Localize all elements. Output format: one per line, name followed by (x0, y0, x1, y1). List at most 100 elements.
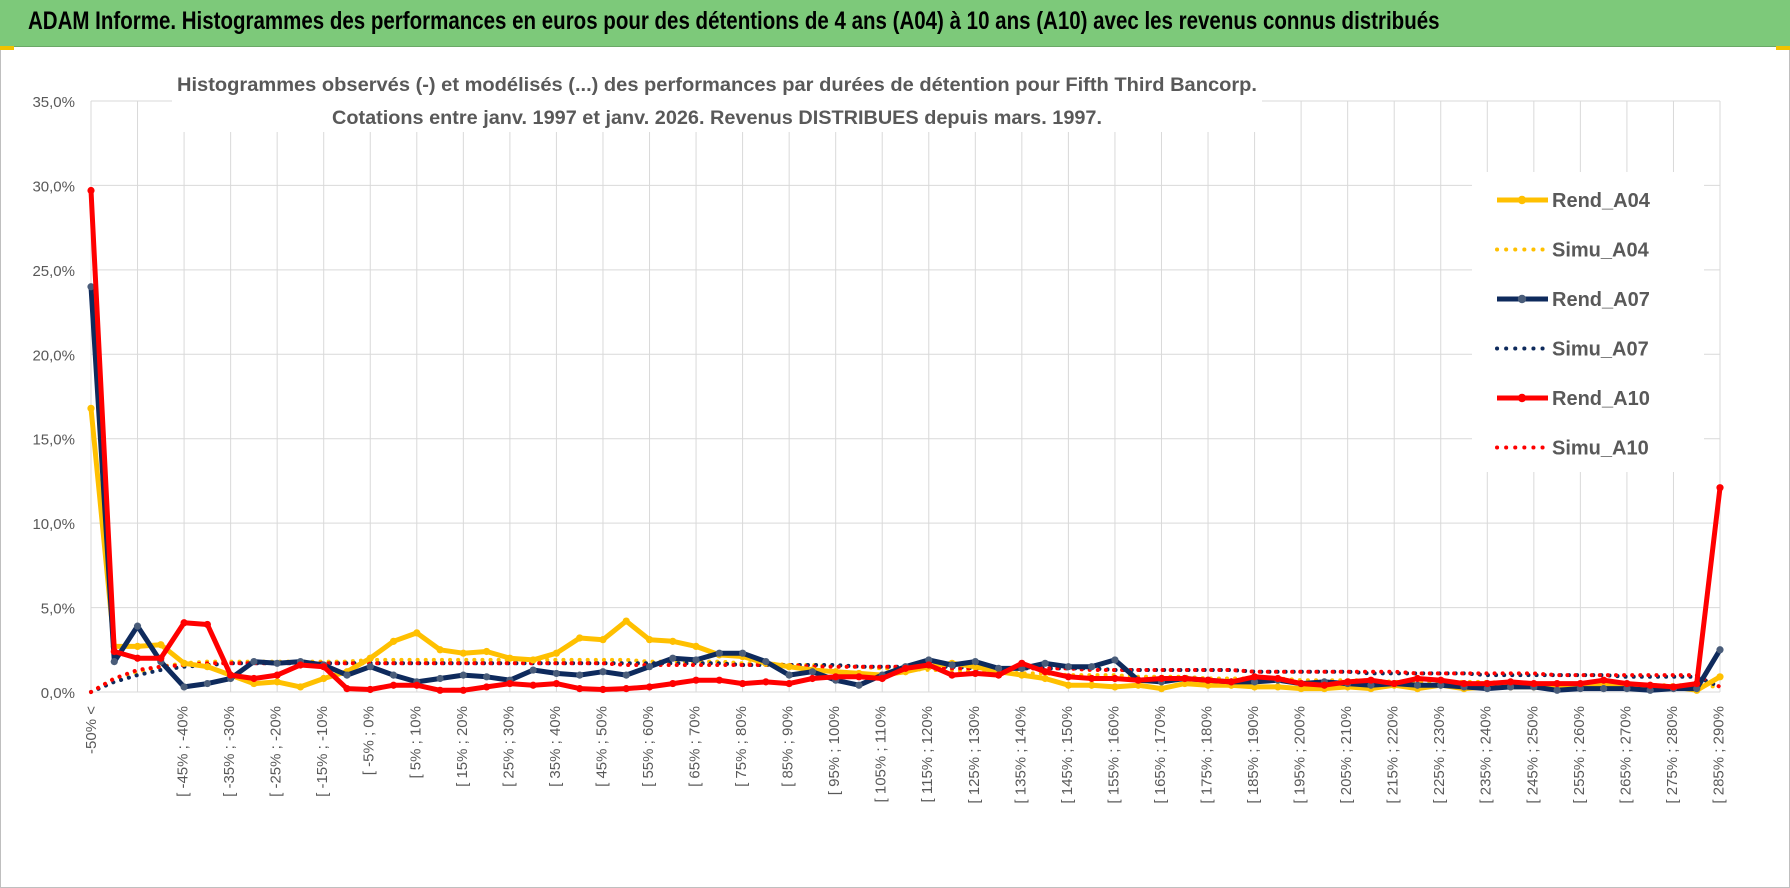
data-point (133, 622, 142, 630)
data-point (1320, 681, 1328, 689)
data-point (436, 686, 444, 694)
data-point (645, 636, 654, 644)
data-point (436, 674, 444, 683)
data-point (692, 642, 700, 651)
data-point (1064, 681, 1072, 689)
x-tick-label: [ -15% ; -10% (314, 706, 331, 797)
data-point (1274, 683, 1282, 691)
legend-marker (1517, 393, 1527, 403)
data-point (203, 620, 211, 629)
data-point (1064, 673, 1072, 681)
data-point (529, 666, 537, 674)
data-point (1600, 685, 1608, 693)
data-point (180, 619, 188, 627)
data-point (576, 671, 584, 679)
data-point (739, 649, 747, 657)
chart-title-line1: Histogrammes observés (-) et modélisés (… (177, 74, 1257, 96)
data-point (1111, 683, 1119, 691)
data-point (1250, 683, 1259, 691)
data-point (1157, 674, 1166, 683)
x-tick-label: [ 105% ; 110% (873, 706, 890, 802)
data-point (1088, 663, 1096, 671)
data-point (1018, 671, 1026, 679)
data-point (855, 673, 863, 681)
data-point (506, 654, 514, 662)
data-point (994, 671, 1003, 679)
data-point (157, 654, 165, 662)
gridlines (90, 100, 1721, 693)
data-point (389, 671, 398, 679)
data-point (1716, 646, 1724, 654)
data-point (669, 679, 677, 688)
data-point (250, 674, 258, 683)
y-axis: 0,0% 5,0% 10,0% 15,0% 20,0% 25,0% 30,0% 35,0% (32, 94, 75, 702)
data-point (413, 629, 421, 637)
x-tick-label: [ 85% ; 90% (780, 706, 797, 787)
x-tick-label: [ 185% ; 190% (1245, 706, 1262, 804)
chart-title-line2: Cotations entre janv. 1997 et janv. 2026… (332, 107, 1102, 129)
data-point (1483, 679, 1491, 688)
data-point (1716, 484, 1724, 492)
y-tick-label: 0,0% (41, 685, 75, 702)
data-point (622, 685, 630, 693)
data-point (1623, 679, 1631, 688)
data-point (808, 668, 817, 676)
data-point (459, 671, 467, 679)
x-tick-label: [ 75% ; 80% (733, 706, 750, 787)
data-point (808, 674, 817, 683)
data-point (227, 671, 235, 679)
data-point (715, 676, 723, 684)
data-point (1367, 676, 1375, 684)
x-tick-label: [ 275% ; 280% (1664, 706, 1681, 804)
data-point (1646, 681, 1654, 689)
x-tick-label: [ 155% ; 160% (1105, 706, 1122, 804)
data-point (1646, 686, 1654, 694)
legend-marker (1517, 195, 1527, 205)
x-tick-label: -50% < (83, 706, 100, 754)
data-point (459, 686, 467, 694)
data-point (1134, 681, 1142, 689)
legend-background (1472, 172, 1704, 472)
data-point (483, 683, 491, 691)
data-point (436, 646, 444, 654)
y-tick-label: 5,0% (41, 601, 75, 618)
data-point (343, 685, 351, 693)
data-point (273, 671, 281, 679)
data-point (832, 668, 840, 676)
legend-label: Rend_A07 (1552, 289, 1650, 311)
data-point (110, 647, 118, 656)
legend-label: Rend_A10 (1552, 388, 1650, 410)
data-point (1064, 663, 1072, 671)
data-point (1041, 674, 1049, 683)
data-point (1693, 679, 1701, 688)
data-point (1623, 685, 1631, 693)
x-tick-label: [ -25% ; -20% (268, 706, 285, 797)
data-point (1088, 681, 1096, 689)
data-point (1669, 683, 1678, 691)
data-point (343, 671, 351, 679)
data-point (1390, 679, 1398, 688)
data-point (320, 663, 328, 671)
data-point (576, 685, 584, 693)
data-point (389, 681, 398, 689)
x-axis: -50% < [ -45% ; -40% [ -35% ; -30% [ -25% ;… (83, 706, 1727, 804)
data-point (250, 658, 258, 666)
data-point (599, 636, 607, 644)
data-point (785, 671, 793, 679)
data-point (180, 683, 188, 691)
data-point (1250, 673, 1259, 681)
x-tick-label: [ 65% ; 70% (687, 706, 704, 787)
data-point (832, 673, 840, 681)
y-tick-label: 20,0% (32, 347, 75, 364)
data-point (669, 637, 677, 645)
data-point (366, 685, 374, 694)
data-point (320, 674, 328, 683)
x-tick-label: [ 115% ; 120% (919, 706, 936, 802)
data-point (925, 656, 933, 664)
data-point (971, 663, 979, 671)
legend-label: Simu_A10 (1552, 438, 1649, 460)
x-tick-label: [ -35% ; -30% (221, 706, 238, 797)
data-point (459, 649, 467, 657)
legend-label: Rend_A04 (1552, 190, 1651, 212)
